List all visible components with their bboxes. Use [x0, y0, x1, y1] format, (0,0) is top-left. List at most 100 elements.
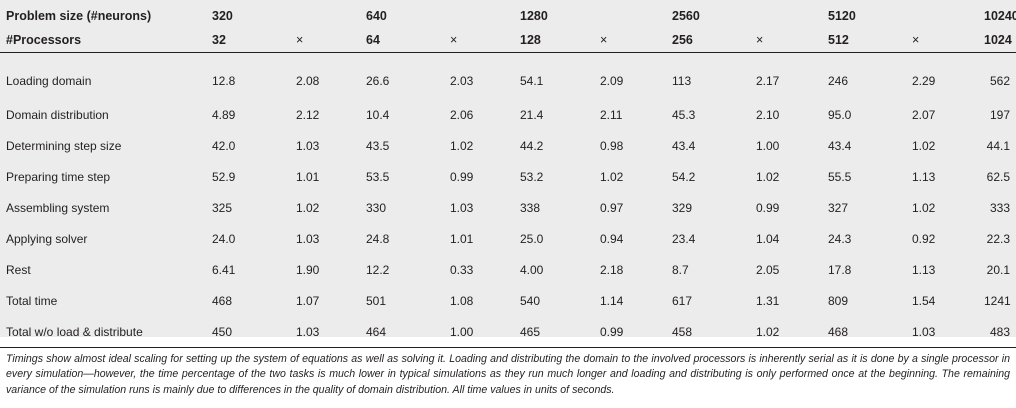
ratio-cell: 2.11: [600, 107, 623, 122]
ratio-cell: 1.31: [756, 293, 780, 308]
time-cell: 53.2: [520, 169, 544, 184]
row-label: Preparing time step: [6, 169, 111, 184]
time-cell: 23.4: [672, 231, 696, 246]
time-cell: 330: [366, 200, 387, 215]
ratio-cell: 0.92: [912, 231, 936, 246]
header-cell-ratio: ×: [290, 28, 360, 53]
header-cell: [290, 0, 360, 28]
ratio-cell: 2.12: [296, 107, 320, 122]
ratio-cell: 2.29: [912, 74, 936, 88]
header-label: #Processors: [0, 28, 206, 53]
time-cell: 465: [514, 316, 594, 348]
ratio-cell: 1.14: [600, 293, 624, 308]
time-cell: 501: [366, 293, 387, 308]
timings-table: Problem size (#neurons) 320 640 1280 256…: [0, 0, 1016, 348]
header-label: Problem size (#neurons): [6, 9, 152, 23]
ratio-cell: 2.05: [756, 262, 780, 277]
header-row-problem-size: Problem size (#neurons) 320 640 1280 256…: [0, 0, 1016, 28]
ratio-cell: 2.06: [450, 107, 474, 122]
table-row: Determining step size 42.0 1.03 43.5 1.02 44.…: [0, 130, 1016, 161]
ratio-cell: 2.07: [912, 107, 936, 122]
row-label: Assembling system: [6, 200, 110, 215]
table-row: Domain distribution 4.89 2.12 10.4 2.06 21.4 2…: [0, 99, 1016, 130]
table-row: Applying solver 24.0 1.03 24.8 1.01 25.0 0.94 2…: [0, 223, 1016, 254]
row-label: Applying solver: [6, 231, 88, 246]
time-cell: 43.4: [828, 138, 852, 153]
table-header: Problem size (#neurons) 320 640 1280 256…: [0, 0, 1016, 53]
row-label: Domain distribution: [6, 107, 109, 122]
header-cell: 1280: [520, 9, 548, 23]
time-cell: 20.1: [986, 262, 1010, 277]
time-cell: 540: [520, 293, 541, 308]
time-cell: 333: [989, 200, 1010, 215]
time-cell: 25.0: [520, 231, 544, 246]
ratio-cell: 2.09: [600, 74, 624, 88]
ratio-cell: 1.03: [290, 316, 360, 348]
ratio-cell: 1.00: [756, 138, 780, 153]
row-label: Loading domain: [6, 74, 92, 88]
ratio-cell: 1.07: [296, 293, 320, 308]
ratio-cell: 1.02: [912, 200, 936, 215]
time-cell: 55.5: [828, 169, 852, 184]
ratio-cell: 2.10: [756, 107, 780, 122]
ratio-cell: 2.08: [296, 74, 320, 88]
time-cell: 12.2: [366, 262, 390, 277]
ratio-cell: 2.17: [756, 74, 780, 88]
time-cell: 54.2: [672, 169, 696, 184]
header-cell: [750, 0, 822, 28]
time-cell: 468: [212, 293, 233, 308]
table-row: Preparing time step 52.9 1.01 53.5 0.99 53.2 1…: [0, 161, 1016, 192]
time-cell: 8.7: [672, 262, 689, 277]
ratio-cell: 0.98: [600, 138, 624, 153]
time-cell: 617: [672, 293, 693, 308]
time-cell: 44.2: [520, 138, 544, 153]
time-cell: 197: [989, 107, 1010, 122]
ratio-cell: 1.02: [450, 138, 474, 153]
ratio-cell: 1.00: [444, 316, 514, 348]
time-cell: 26.6: [366, 74, 390, 88]
ratio-cell: 1.90: [296, 262, 320, 277]
time-cell: 113: [672, 74, 692, 88]
time-cell: 325: [212, 200, 233, 215]
ratio-cell: 0.94: [600, 231, 624, 246]
ratio-cell: 2.18: [600, 262, 624, 277]
header-cell: 1024: [978, 28, 1016, 53]
time-cell: 62.5: [986, 169, 1010, 184]
header-cell: [594, 0, 666, 28]
time-cell: 327: [828, 200, 849, 215]
ratio-cell: 1.54: [912, 293, 936, 308]
time-cell: 6.41: [212, 262, 236, 277]
time-cell: 809: [828, 293, 849, 308]
header-cell: 64: [360, 28, 444, 53]
table-row: Rest 6.41 1.90 12.2 0.33 4.00 2.18 8.7 2.05 17.8 1…: [0, 254, 1016, 285]
ratio-cell: 1.02: [756, 169, 780, 184]
time-cell: 562: [989, 74, 1010, 88]
header-cell-ratio: ×: [444, 28, 514, 53]
ratio-cell: 1.04: [756, 231, 780, 246]
time-cell: 458: [666, 316, 750, 348]
time-cell: 24.0: [212, 231, 236, 246]
time-cell: 10.4: [366, 107, 390, 122]
time-cell: 95.0: [828, 107, 852, 122]
ratio-cell: 0.99: [450, 169, 474, 184]
ratio-cell: 1.13: [912, 262, 936, 277]
time-cell: 4.00: [520, 262, 544, 277]
ratio-cell: 1.02: [912, 138, 936, 153]
ratio-cell: 1.03: [296, 138, 320, 153]
time-cell: 43.4: [672, 138, 696, 153]
time-cell: 42.0: [212, 138, 236, 153]
header-cell: 512: [822, 28, 906, 53]
header-cell: 320: [212, 9, 233, 23]
header-cell: 2560: [672, 9, 700, 23]
time-cell: 329: [672, 200, 693, 215]
time-cell: 45.3: [672, 107, 696, 122]
row-label: Determining step size: [6, 138, 122, 153]
ratio-cell: 0.33: [450, 262, 474, 277]
header-cell: 128: [514, 28, 594, 53]
header-row-processors: #Processors 32 × 64 × 128 × 256 × 512 × …: [0, 28, 1016, 53]
ratio-cell: 1.01: [450, 231, 474, 246]
time-cell: 4.89: [212, 107, 236, 122]
row-label: Total time: [6, 293, 58, 308]
time-cell: 12.8: [212, 74, 236, 88]
ratio-cell: 1.02: [750, 316, 822, 348]
